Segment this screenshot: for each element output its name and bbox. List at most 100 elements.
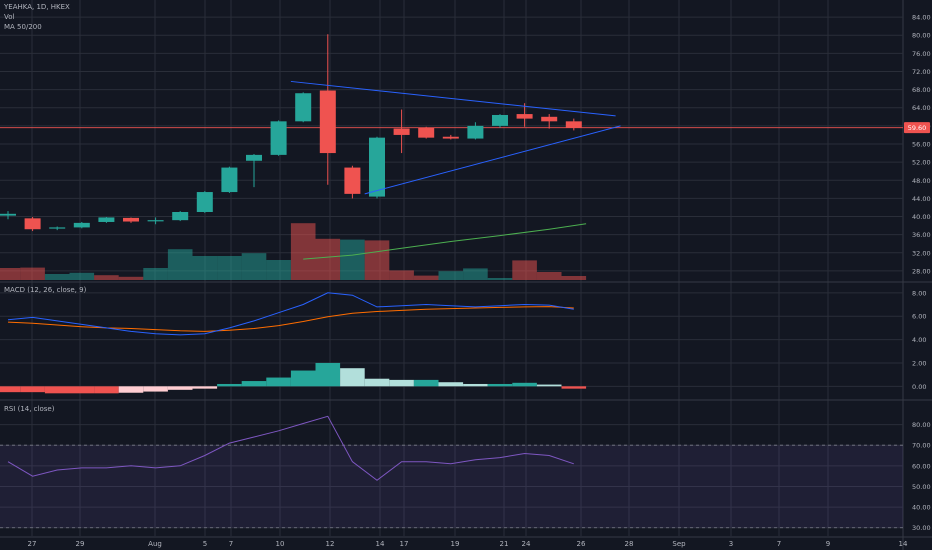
- ma-legend[interactable]: MA 50/200: [4, 23, 42, 31]
- macd-histogram-bar[interactable]: [241, 381, 267, 387]
- volume-bar[interactable]: [0, 268, 21, 280]
- macd-histogram-bar[interactable]: [143, 386, 168, 392]
- y-tick-label: 64.00: [912, 104, 931, 112]
- macd-histogram-bar[interactable]: [561, 386, 587, 389]
- macd-histogram-bar[interactable]: [340, 368, 365, 387]
- candle-body[interactable]: [369, 137, 385, 197]
- volume-bar[interactable]: [217, 256, 242, 280]
- macd-histogram-bar[interactable]: [536, 384, 562, 387]
- x-tick-label: 29: [76, 540, 85, 548]
- candle-body[interactable]: [516, 114, 533, 119]
- volume-bar[interactable]: [69, 272, 95, 280]
- macd-histogram-bar[interactable]: [118, 386, 144, 393]
- volume-legend[interactable]: Vol: [4, 13, 15, 21]
- macd-histogram-bar[interactable]: [364, 378, 390, 387]
- macd-tick-label: 0.00: [912, 383, 926, 391]
- candle-body[interactable]: [221, 167, 238, 193]
- candle-body[interactable]: [98, 217, 115, 222]
- rsi-pane[interactable]: [0, 415, 903, 529]
- macd-histogram-bar[interactable]: [413, 379, 439, 387]
- volume-bar[interactable]: [364, 240, 390, 280]
- volume-bar[interactable]: [389, 270, 414, 280]
- candle-body[interactable]: [492, 114, 508, 126]
- candle-body[interactable]: [172, 212, 189, 221]
- candle-body[interactable]: [319, 90, 336, 154]
- candle-body[interactable]: [246, 154, 262, 161]
- volume-bar[interactable]: [118, 276, 144, 280]
- volume-bar[interactable]: [512, 260, 537, 280]
- volume-bar[interactable]: [143, 268, 168, 280]
- y-tick-label: 28.00: [912, 267, 931, 275]
- volume-bar[interactable]: [241, 253, 267, 280]
- macd-histogram-bar[interactable]: [94, 386, 119, 394]
- macd-histogram-bar[interactable]: [389, 379, 414, 387]
- macd-line[interactable]: [7, 292, 574, 336]
- candle-body[interactable]: [295, 93, 312, 122]
- macd-histogram-bar[interactable]: [20, 386, 45, 393]
- macd-pane[interactable]: [0, 292, 587, 394]
- y-tick-label: 52.00: [912, 159, 931, 167]
- macd-histogram-bar[interactable]: [0, 386, 21, 393]
- price-pane[interactable]: [0, 34, 903, 280]
- volume-bar[interactable]: [315, 238, 341, 280]
- trendline[interactable]: [364, 125, 621, 195]
- candle-body[interactable]: [147, 220, 164, 222]
- candle-body[interactable]: [123, 217, 139, 222]
- macd-histogram-bar[interactable]: [315, 362, 341, 387]
- candle-body[interactable]: [442, 136, 459, 139]
- volume-bar[interactable]: [463, 268, 488, 280]
- macd-histogram-bar[interactable]: [438, 382, 464, 387]
- symbol-title[interactable]: YEAHKA, 1D, HKEX: [4, 3, 70, 11]
- volume-bar[interactable]: [438, 271, 464, 280]
- volume-bar[interactable]: [487, 278, 513, 280]
- volume-bar[interactable]: [413, 275, 439, 280]
- candle-body[interactable]: [196, 192, 213, 212]
- volume-bar[interactable]: [167, 249, 193, 280]
- candle-body[interactable]: [270, 121, 287, 155]
- volume-bar[interactable]: [192, 256, 218, 280]
- x-tick-label: 10: [276, 540, 285, 548]
- macd-histogram-bar[interactable]: [463, 383, 488, 387]
- candle-body[interactable]: [467, 125, 484, 139]
- candle-body[interactable]: [393, 128, 410, 135]
- volume-bar[interactable]: [561, 276, 587, 280]
- volume-bar[interactable]: [44, 274, 70, 280]
- y-tick-label: 40.00: [912, 213, 931, 221]
- x-tick-label: 5: [203, 540, 207, 548]
- volume-bar[interactable]: [266, 260, 291, 280]
- macd-histogram-bar[interactable]: [192, 386, 218, 389]
- volume-bar[interactable]: [94, 275, 119, 280]
- rsi-tick-label: 30.00: [912, 524, 931, 532]
- macd-histogram-bar[interactable]: [167, 386, 193, 390]
- y-tick-label: 56.00: [912, 141, 931, 149]
- volume-bar[interactable]: [20, 267, 45, 280]
- macd-histogram-bar[interactable]: [290, 370, 316, 387]
- candle-body[interactable]: [565, 121, 582, 128]
- volume-bar[interactable]: [290, 223, 316, 280]
- rsi-legend[interactable]: RSI (14, close): [4, 405, 55, 413]
- candle-body[interactable]: [49, 227, 66, 229]
- candle-body[interactable]: [24, 218, 41, 230]
- macd-histogram-bar[interactable]: [266, 377, 291, 387]
- macd-tick-label: 4.00: [912, 336, 926, 344]
- ma-line[interactable]: [303, 223, 587, 260]
- macd-histogram-bar[interactable]: [512, 382, 537, 387]
- candle-body[interactable]: [344, 167, 361, 194]
- rsi-tick-label: 50.00: [912, 483, 931, 491]
- macd-histogram-bar[interactable]: [487, 383, 513, 387]
- macd-legend[interactable]: MACD (12, 26, close, 9): [4, 286, 87, 294]
- macd-histogram-bar[interactable]: [69, 386, 95, 394]
- last-price-badge: [904, 122, 930, 134]
- rsi-line[interactable]: [7, 415, 574, 481]
- candle-body[interactable]: [418, 127, 435, 138]
- volume-bar[interactable]: [340, 239, 365, 280]
- macd-histogram-bar[interactable]: [217, 383, 242, 387]
- candle-body[interactable]: [73, 222, 90, 228]
- candle-body[interactable]: [541, 116, 558, 122]
- candle-body[interactable]: [0, 213, 16, 216]
- trendline[interactable]: [290, 80, 616, 117]
- x-tick-label: 14: [376, 540, 385, 548]
- volume-bar[interactable]: [536, 272, 562, 280]
- macd-histogram-bar[interactable]: [44, 386, 70, 394]
